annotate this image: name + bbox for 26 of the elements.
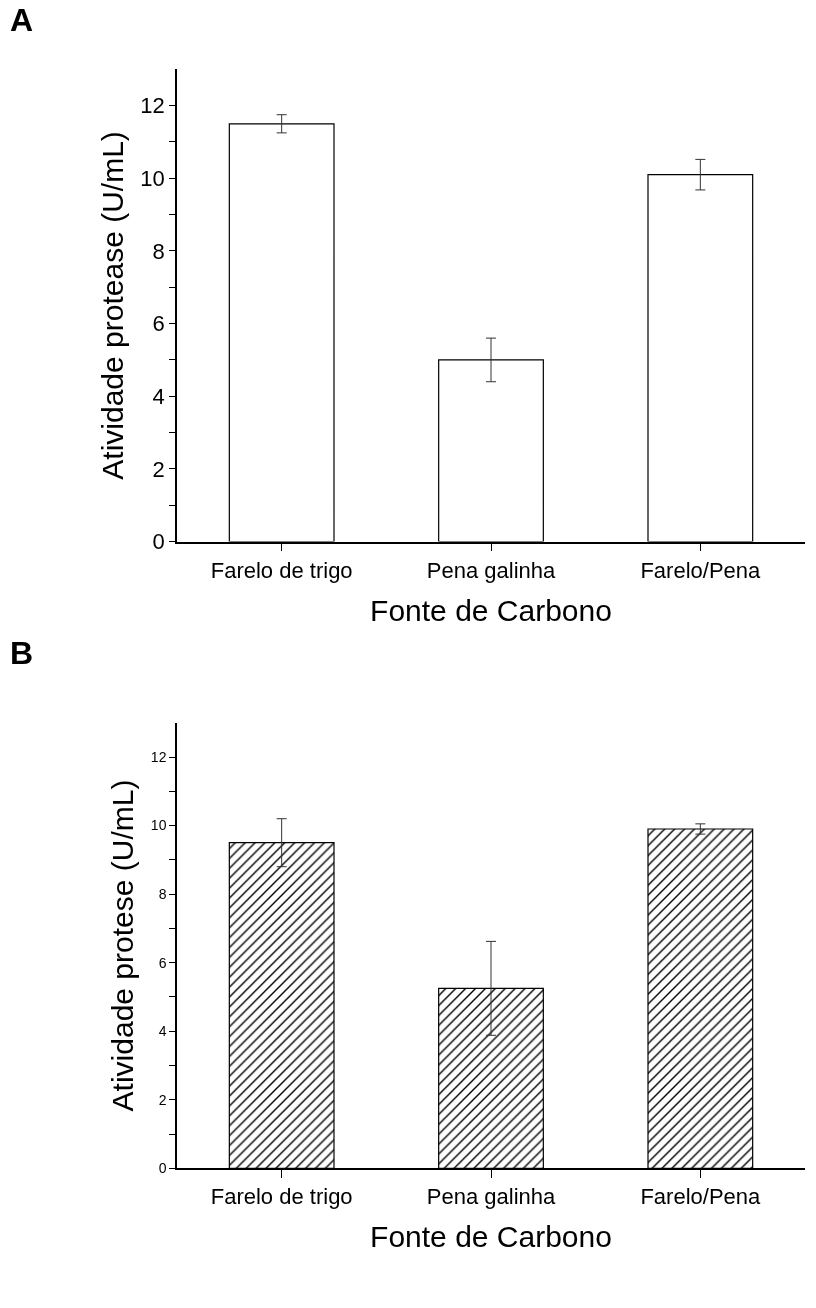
x-tick-label: Farelo de trigo (210, 557, 353, 583)
x-axis-title: Fonte de Carbono (370, 593, 612, 627)
y-tick-label: 10 (150, 817, 167, 834)
x-tick-label: Pena galinha (426, 1184, 556, 1210)
chart-title: A (10, 2, 34, 38)
y-tick-label: 12 (140, 93, 165, 119)
y-tick-label: 4 (152, 383, 165, 409)
x-axis-title: Fonte de Carbono (370, 1220, 612, 1254)
y-tick-label: 6 (152, 311, 165, 337)
x-tick-label: Pena galinha (426, 557, 556, 583)
y-tick-label: 0 (152, 529, 165, 555)
x-tick-label: Farelo/Pena (640, 557, 762, 583)
x-tick-label: Farelo/Pena (640, 1184, 762, 1210)
chart-title: B (10, 635, 34, 671)
y-tick-label: 0 (158, 1160, 167, 1177)
y-tick-label: 6 (158, 954, 167, 971)
y-tick-label: 2 (152, 456, 165, 482)
y-tick-label: 2 (158, 1091, 167, 1108)
y-tick-label: 4 (158, 1023, 167, 1040)
y-axis-title: Atividade protese (U/mL) (106, 779, 140, 1112)
y-axis-title: Atividade protease (U/mL) (95, 131, 129, 480)
y-tick-label: 12 (150, 748, 167, 765)
y-tick-label: 8 (152, 238, 165, 264)
y-tick-label: 10 (140, 165, 165, 191)
y-tick-label: 8 (158, 886, 167, 902)
x-tick-label: Farelo de trigo (210, 1184, 353, 1210)
